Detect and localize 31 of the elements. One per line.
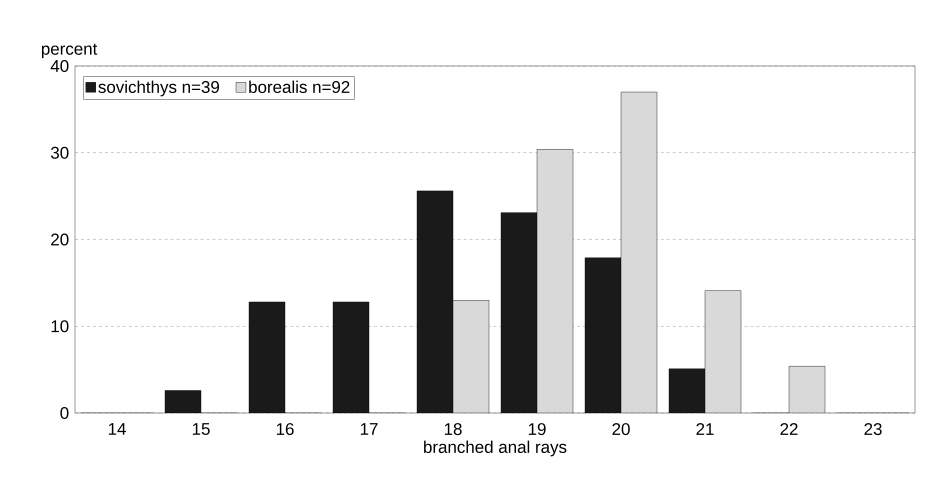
x-axis-title: branched anal rays xyxy=(424,440,566,456)
x-tick-label: 23 xyxy=(864,423,882,436)
y-tick-label: 40 xyxy=(50,60,68,72)
bar xyxy=(537,149,574,413)
bar xyxy=(501,212,538,413)
x-tick-label: 22 xyxy=(780,423,798,435)
bar xyxy=(585,258,622,413)
bar xyxy=(453,300,490,413)
bar xyxy=(789,366,826,413)
x-tick-label: 20 xyxy=(612,423,630,436)
x-tick-label: 16 xyxy=(276,423,294,436)
bar xyxy=(705,290,742,413)
y-tick-label: 0 xyxy=(60,407,69,419)
bar xyxy=(669,368,706,413)
x-tick-label: 19 xyxy=(528,423,546,436)
x-tick-label: 18 xyxy=(444,423,462,436)
bar xyxy=(621,92,658,413)
y-tick-label: 10 xyxy=(52,320,68,332)
legend-label: borealis n=92 xyxy=(249,80,350,94)
bar xyxy=(249,302,286,413)
y-tick-label: 30 xyxy=(50,146,68,159)
bar xyxy=(417,190,454,413)
x-tick-label: 17 xyxy=(360,423,378,435)
x-tick-label: 15 xyxy=(192,423,210,435)
legend-label: sovichthys n=39 xyxy=(98,80,220,96)
x-tick-label: 21 xyxy=(696,423,714,435)
x-tick-label: 14 xyxy=(108,423,126,435)
bar xyxy=(333,302,370,413)
y-axis-title: percent xyxy=(42,44,98,58)
y-tick-label: 20 xyxy=(51,234,68,246)
bar xyxy=(165,390,202,413)
